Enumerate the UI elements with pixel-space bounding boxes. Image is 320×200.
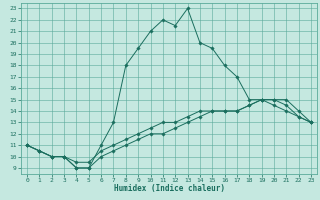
X-axis label: Humidex (Indice chaleur): Humidex (Indice chaleur): [114, 184, 225, 193]
